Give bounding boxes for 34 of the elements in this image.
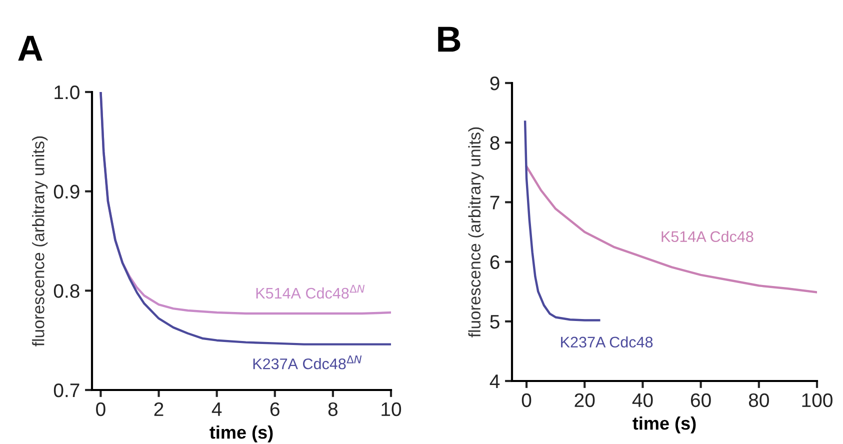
chart-title: B <box>438 26 460 52</box>
x-tick-label: 60 <box>690 393 711 408</box>
y-tick-label: 9 <box>490 76 500 90</box>
x-tick-label: 40 <box>632 393 653 408</box>
y-tick-label: 7 <box>490 196 500 210</box>
y-tick-label: 0.8 <box>54 284 80 298</box>
x-tick-label: 100 <box>802 393 832 408</box>
y-tick-label: 6 <box>490 255 500 270</box>
y-tick-label: 1.0 <box>54 85 80 100</box>
line-series <box>524 120 600 322</box>
x-tick-label: 0 <box>96 402 106 416</box>
y-axis-title: fluorescence (arbitrary units) <box>468 127 484 338</box>
x-tick-label: 6 <box>270 402 280 416</box>
series-label: K514A Cdc48 <box>662 230 754 242</box>
y-tick-label: 0.7 <box>54 383 80 398</box>
line-series <box>525 165 817 294</box>
x-tick-label: 2 <box>154 402 164 416</box>
x-tick-label: 0 <box>522 393 532 408</box>
y-tick-label: 0.9 <box>54 184 80 199</box>
x-tick-label: 10 <box>382 402 402 416</box>
series-label: K237A Cdc48 <box>561 336 653 348</box>
series-label: K514A Cdc48$^{ΔN}$ <box>256 284 365 299</box>
chart-title: A <box>18 36 42 61</box>
y-tick-label: 4 <box>490 374 500 388</box>
x-tick-label: 20 <box>574 393 595 408</box>
y-tick-label: 8 <box>490 136 500 150</box>
series-label: K237A Cdc48$^{ΔN}$ <box>253 355 362 370</box>
y-axis-title: fluorescence (arbitrary units) <box>32 136 48 346</box>
y-tick-label: 5 <box>490 315 500 329</box>
x-axis-title: time (s) <box>210 425 273 442</box>
x-axis-title: time (s) <box>632 416 696 434</box>
x-tick-label: 8 <box>328 402 338 416</box>
x-tick-label: 80 <box>748 393 769 408</box>
x-tick-label: 4 <box>212 402 222 416</box>
